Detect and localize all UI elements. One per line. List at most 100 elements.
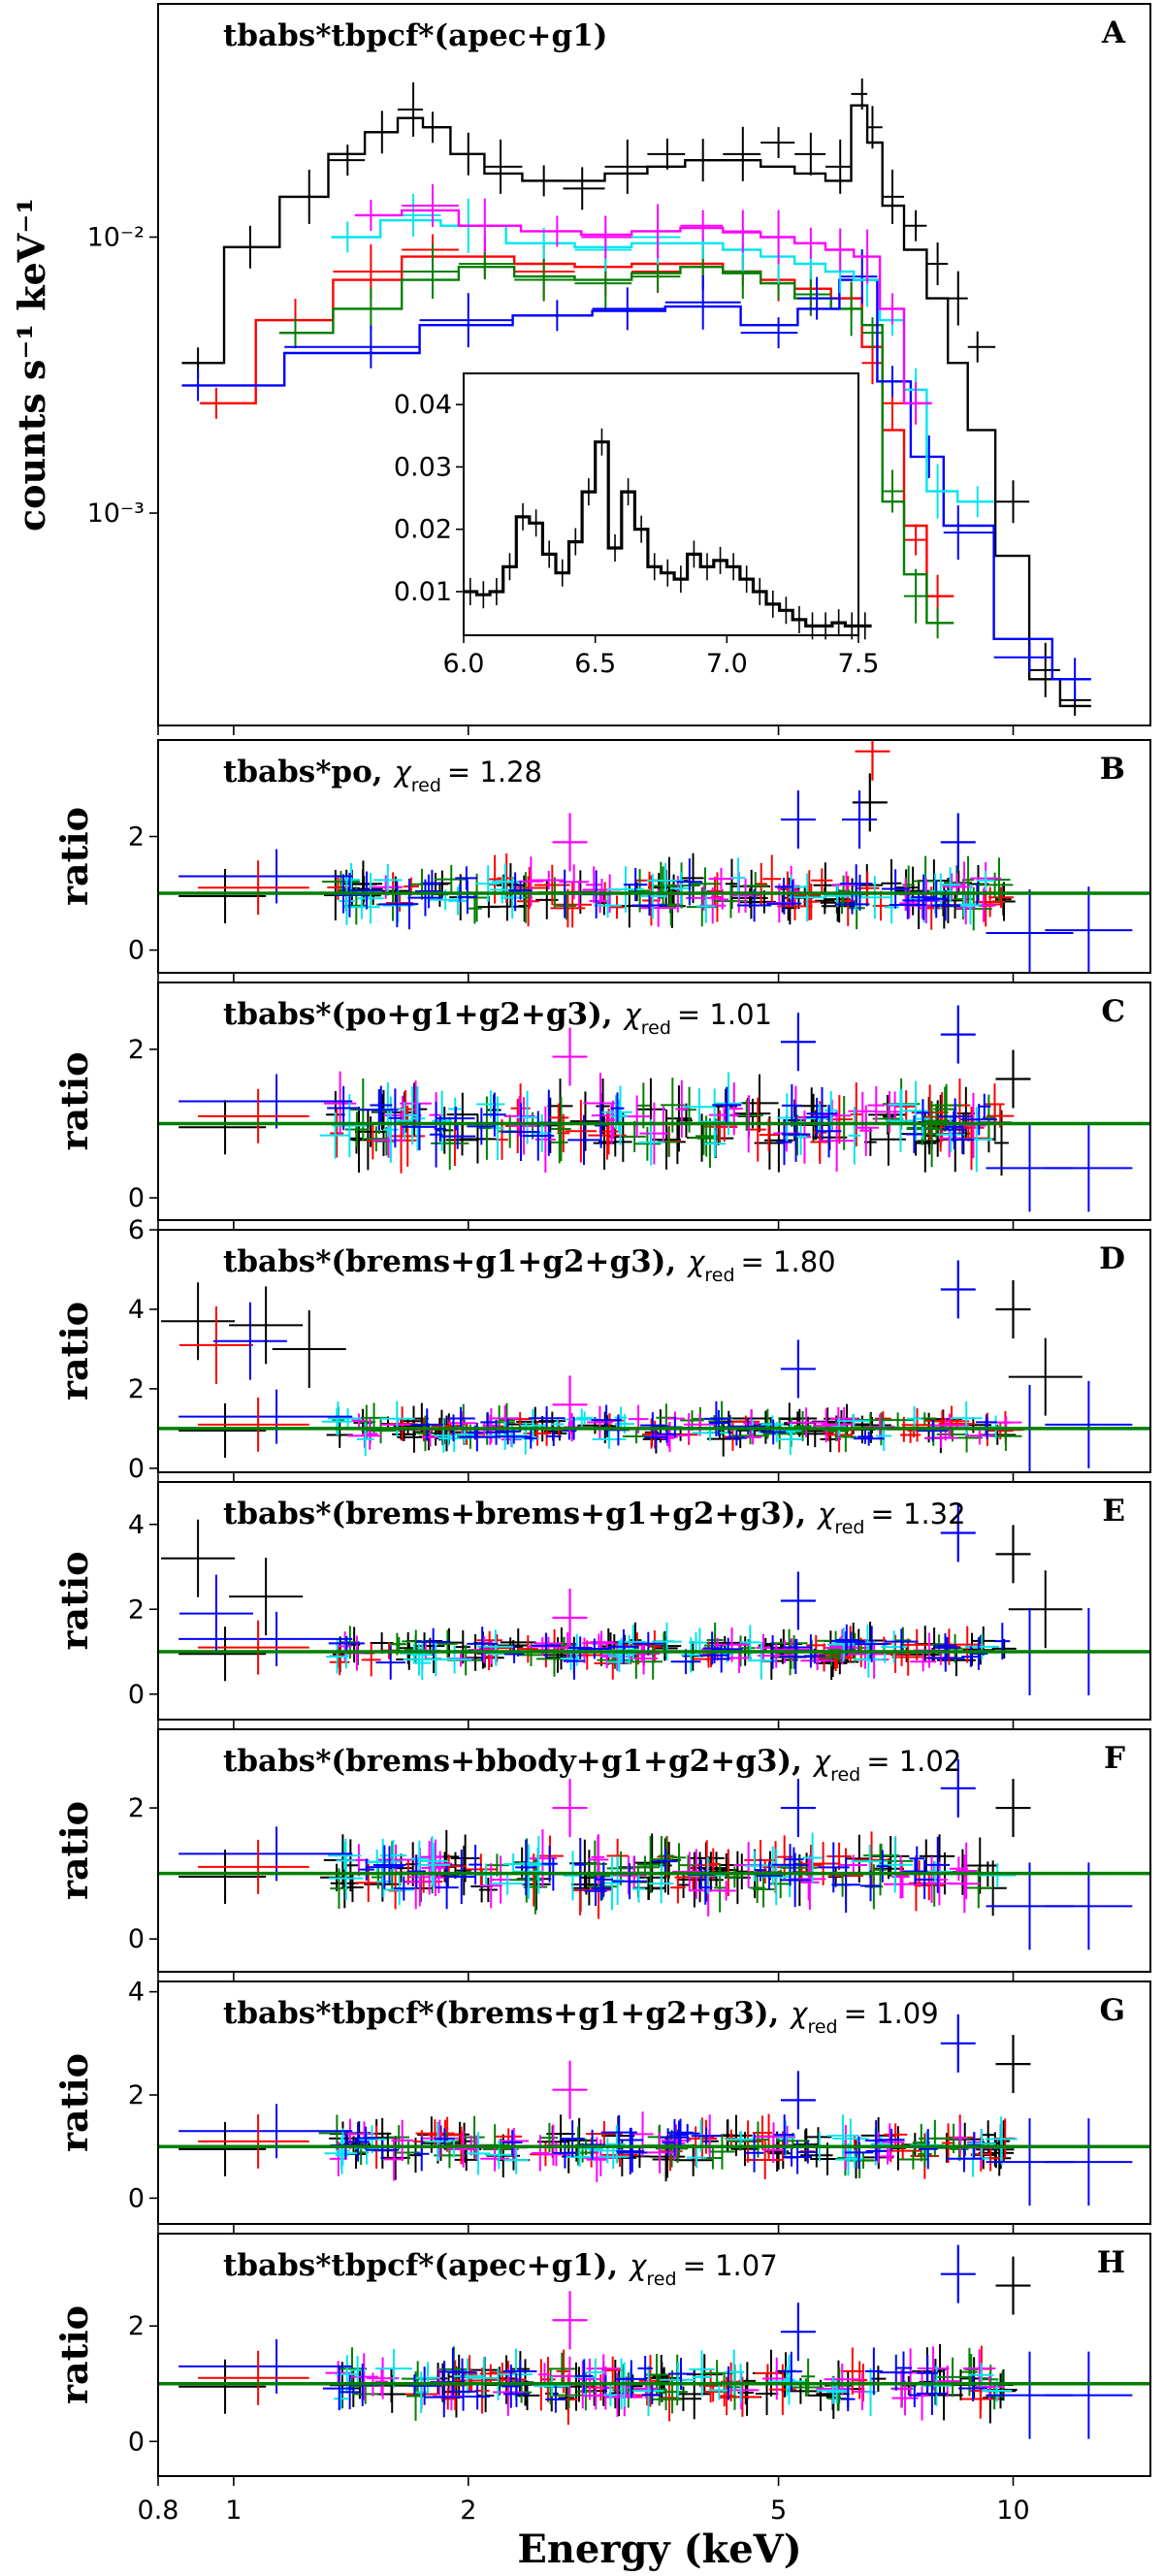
- chi-subscript: red: [807, 2016, 837, 2038]
- x-tick-label: 1: [225, 2496, 242, 2526]
- chi-squared-label: χred = 1.07: [628, 2249, 777, 2290]
- chi-value: = 1.32: [870, 1497, 965, 1530]
- panel-data: [158, 1758, 1150, 1950]
- y-axis-label: ratio: [52, 1052, 96, 1151]
- inset-plot: 0.01 0.02 0.03 0.04 6.0 6.5 7.0 7.5: [394, 372, 880, 679]
- chi-symbol: χ: [686, 1245, 706, 1278]
- chi-value: = 1.80: [741, 1245, 836, 1278]
- x-axis-label: Energy (keV): [517, 2527, 801, 2572]
- y-tick-label: 2: [128, 2080, 145, 2110]
- y-tick-label: 2: [128, 822, 145, 853]
- panel-letter: A: [1101, 16, 1126, 50]
- y-axis-label: ratio: [52, 2053, 96, 2152]
- y-tick-label: 0: [128, 1924, 145, 1954]
- chi-symbol: χ: [393, 756, 413, 789]
- y-tick-label: 2: [128, 1374, 145, 1404]
- chi-symbol: χ: [789, 1997, 809, 2030]
- y-axis-label: ratio: [52, 1801, 96, 1900]
- inset-y-tick-label: 0.03: [394, 452, 452, 482]
- chi-subscript: red: [411, 775, 441, 796]
- panel-data: [158, 1260, 1150, 1472]
- panel-data: [158, 1005, 1150, 1212]
- panel-data: [158, 2244, 1150, 2439]
- model-label: tbabs*tbpcf*(apec+g1): [223, 18, 607, 53]
- inset-x-tick-label: 6.0: [443, 649, 485, 679]
- panel-letter: B: [1100, 752, 1125, 787]
- panel-data: [158, 1503, 1150, 1695]
- y-axis-label: counts s⁻¹ keV⁻¹: [10, 198, 53, 531]
- axes-frame: [157, 1229, 1151, 1473]
- y-tick-label: 0: [128, 1454, 145, 1484]
- y-tick-label: 4: [128, 1978, 145, 2008]
- inset-y-tick-label: 0.02: [394, 515, 452, 545]
- chi-subscript: red: [641, 1017, 671, 1039]
- model-label: tbabs*(po+g1+g2+g3),: [223, 997, 613, 1032]
- y-tick-label: 10⁻²: [87, 222, 145, 252]
- chi-squared-label: χred = 1.80: [686, 1245, 835, 1286]
- chi-symbol: χ: [816, 1497, 836, 1530]
- chi-value: = 1.09: [844, 1997, 939, 2030]
- panel-letter: H: [1097, 2245, 1125, 2280]
- chi-squared-label: χred = 1.02: [812, 1745, 961, 1786]
- panel-letter: F: [1104, 1741, 1125, 1776]
- axes-frame: [157, 982, 1151, 1221]
- inset-fe-line-profile: [464, 440, 872, 628]
- chi-value: = 1.07: [683, 2249, 778, 2282]
- y-tick-label: 0: [128, 2427, 145, 2457]
- y-tick-label: 2: [128, 1793, 145, 1823]
- chi-subscript: red: [834, 1517, 864, 1538]
- panel-data: [158, 740, 1150, 973]
- x-tick-label: 5: [770, 2496, 787, 2526]
- chi-symbol: χ: [623, 998, 643, 1031]
- chi-squared-label: χred = 1.01: [623, 998, 772, 1039]
- y-tick-label: 0: [128, 936, 145, 966]
- y-tick-label: 0: [128, 1183, 145, 1213]
- panel-letter: D: [1099, 1241, 1125, 1276]
- y-axis-label: ratio: [52, 1552, 96, 1651]
- inset-x-tick-label: 7.5: [838, 649, 880, 679]
- chi-subscript: red: [704, 1265, 734, 1286]
- y-tick-label: 4: [128, 1510, 145, 1540]
- y-tick-label: 2: [128, 1594, 145, 1625]
- panels-layer: 10⁻³ 10⁻² counts s⁻¹ keV⁻¹ Atbabs*tbpcf*(ap…: [10, 3, 1151, 2526]
- axes-frame: [157, 1481, 1151, 1721]
- inset-x-tick-label: 7.0: [706, 649, 748, 679]
- chi-symbol: χ: [628, 2249, 648, 2282]
- model-step-blue: [181, 278, 1091, 681]
- x-tick-label: 10: [996, 2496, 1029, 2526]
- chi-subscript: red: [830, 1764, 860, 1786]
- y-tick-label: 4: [128, 1295, 145, 1325]
- x-tick-label: 0.8: [138, 2496, 179, 2526]
- model-step-green: [278, 266, 954, 625]
- panel-letter: C: [1101, 994, 1125, 1029]
- y-tick-label: 0: [128, 1680, 145, 1710]
- inset-x-tick-label: 6.5: [574, 649, 616, 679]
- model-label: tbabs*tbpcf*(apec+g1),: [223, 2248, 618, 2283]
- y-axis-label: ratio: [52, 1302, 96, 1401]
- model-label: tbabs*po,: [223, 755, 383, 789]
- inset-background: [464, 373, 858, 635]
- y-tick-label: 6: [128, 1215, 145, 1245]
- chi-value: = 1.01: [677, 998, 772, 1031]
- inset-y-tick-label: 0.04: [394, 390, 452, 420]
- axes-frame: [157, 739, 1151, 974]
- y-axis-label: ratio: [52, 807, 96, 906]
- y-tick-label: 0: [128, 2183, 145, 2213]
- chi-squared-label: χred = 1.28: [393, 756, 542, 796]
- chi-subscript: red: [646, 2269, 676, 2290]
- chi-squared-label: χred = 1.09: [789, 1997, 938, 2038]
- inset-y-tick-label: 0.01: [394, 577, 452, 607]
- model-label: tbabs*tbpcf*(brems+g1+g2+g3),: [223, 1996, 779, 2031]
- axes-frame: [157, 1980, 1151, 2225]
- axes-frame: [157, 3, 1151, 726]
- model-label: tbabs*(brems+g1+g2+g3),: [223, 1244, 676, 1279]
- inset-frame: [463, 372, 859, 636]
- chi-symbol: χ: [812, 1745, 832, 1778]
- axes-frame: [157, 1728, 1151, 1973]
